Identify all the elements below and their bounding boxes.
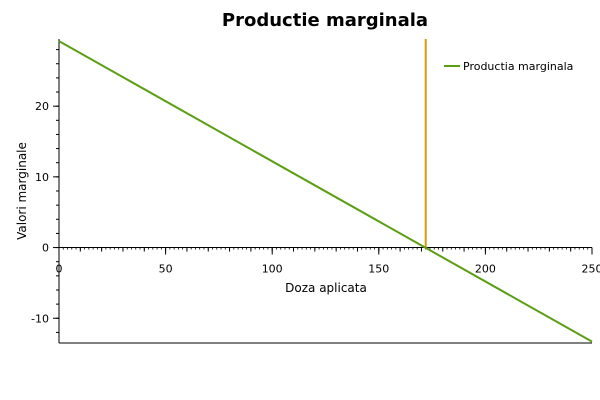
- y-tick-label: -10: [31, 312, 49, 325]
- plot-area: 0 50 100 150 200 250 -10 0 10 20 Productia margina…: [31, 39, 600, 344]
- x-tick-label: 50: [159, 263, 173, 276]
- x-tick-label: 0: [56, 263, 63, 276]
- chart-title: Productie marginala: [221, 10, 429, 31]
- y-axis-label: Valori marginale: [15, 142, 29, 240]
- x-tick-label: 250: [582, 263, 600, 276]
- legend-label: Productia marginala: [463, 60, 573, 73]
- series-line: [58, 40, 593, 343]
- legend: Productia marginala: [444, 60, 573, 73]
- y-tick-label: 20: [35, 100, 49, 113]
- y-tick-label: 0: [42, 242, 49, 255]
- x-tick-label: 100: [262, 263, 283, 276]
- y-tick-label: 10: [35, 171, 49, 184]
- x-tick-label: 150: [368, 263, 389, 276]
- x-tick-label: 200: [475, 263, 496, 276]
- x-axis-label: Doza aplicata: [285, 281, 367, 295]
